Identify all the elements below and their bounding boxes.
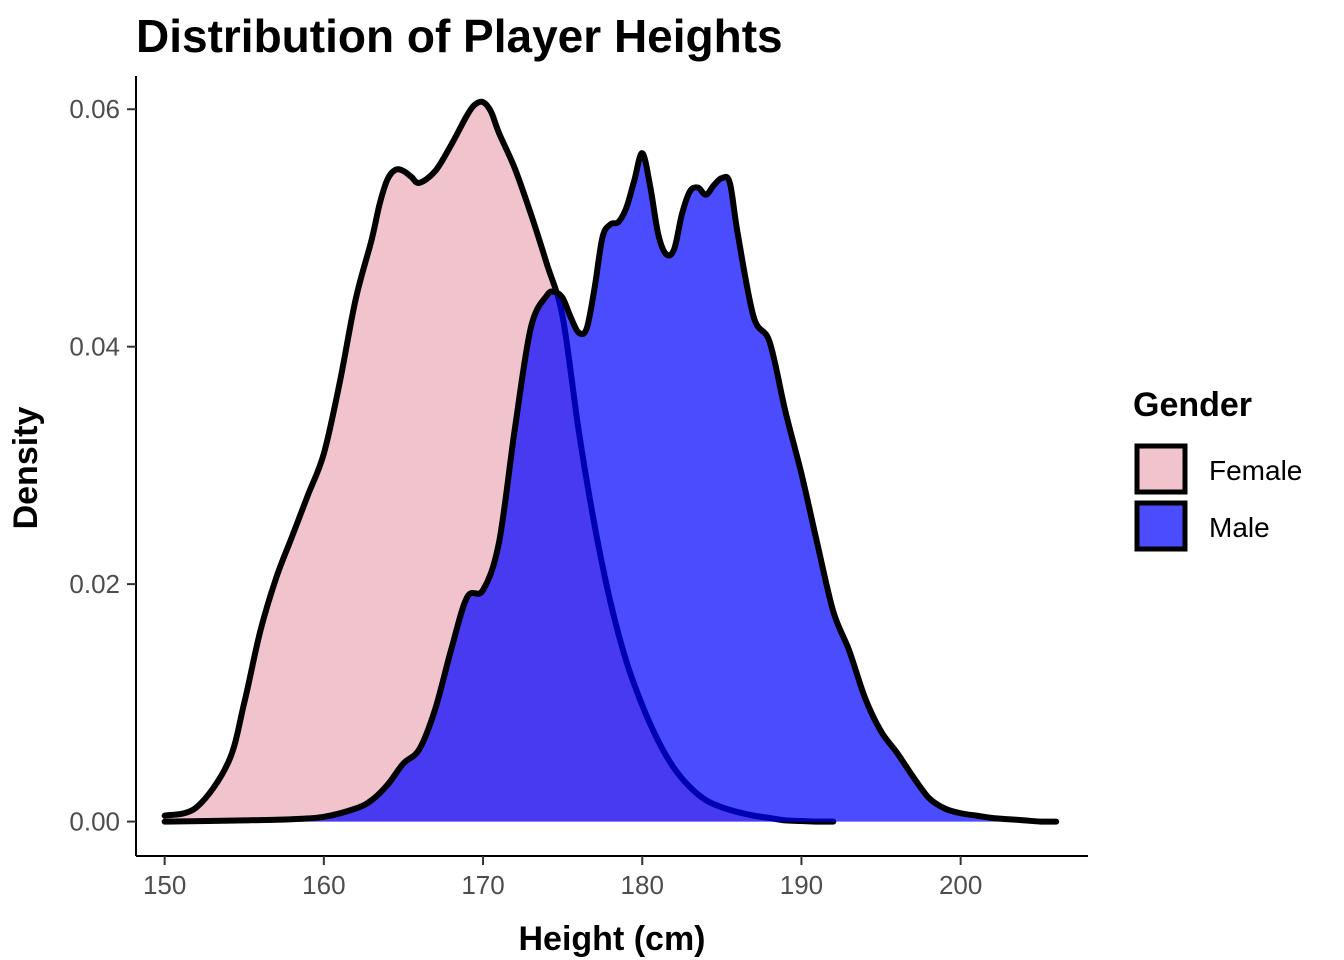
legend-key-male — [1134, 500, 1188, 552]
legend: Gender Female Male — [1133, 386, 1302, 552]
x-tick-label: 180 — [621, 870, 664, 900]
x-tick-label: 160 — [302, 870, 345, 900]
y-tick-label: 0.04 — [69, 332, 120, 362]
x-tick-label: 190 — [780, 870, 823, 900]
plot-area: 150 160 170 180 190 200 0.00 0.02 0.04 0.06 — [69, 76, 1088, 900]
chart-title: Distribution of Player Heights — [136, 10, 783, 62]
x-tick-label: 150 — [143, 870, 186, 900]
y-axis-title: Density — [7, 407, 45, 530]
density-outline-male — [161, 150, 1060, 825]
y-tick-label: 0.02 — [69, 569, 120, 599]
y-axis-ticks: 0.00 0.02 0.04 0.06 — [69, 94, 136, 837]
series-layer — [161, 98, 1060, 825]
y-tick-label: 0.06 — [69, 94, 120, 124]
x-tick-label: 200 — [939, 870, 982, 900]
y-tick-label: 0.00 — [69, 807, 120, 837]
density-area-male — [164, 153, 1057, 822]
density-area-female — [164, 101, 834, 822]
legend-label-female: Female — [1209, 455, 1302, 486]
legend-label-male: Male — [1209, 512, 1270, 543]
legend-key-female — [1134, 443, 1188, 495]
legend-title: Gender — [1133, 386, 1252, 424]
x-tick-label: 170 — [461, 870, 504, 900]
x-axis-title: Height (cm) — [519, 920, 706, 958]
x-axis-ticks: 150 160 170 180 190 200 — [143, 856, 982, 900]
